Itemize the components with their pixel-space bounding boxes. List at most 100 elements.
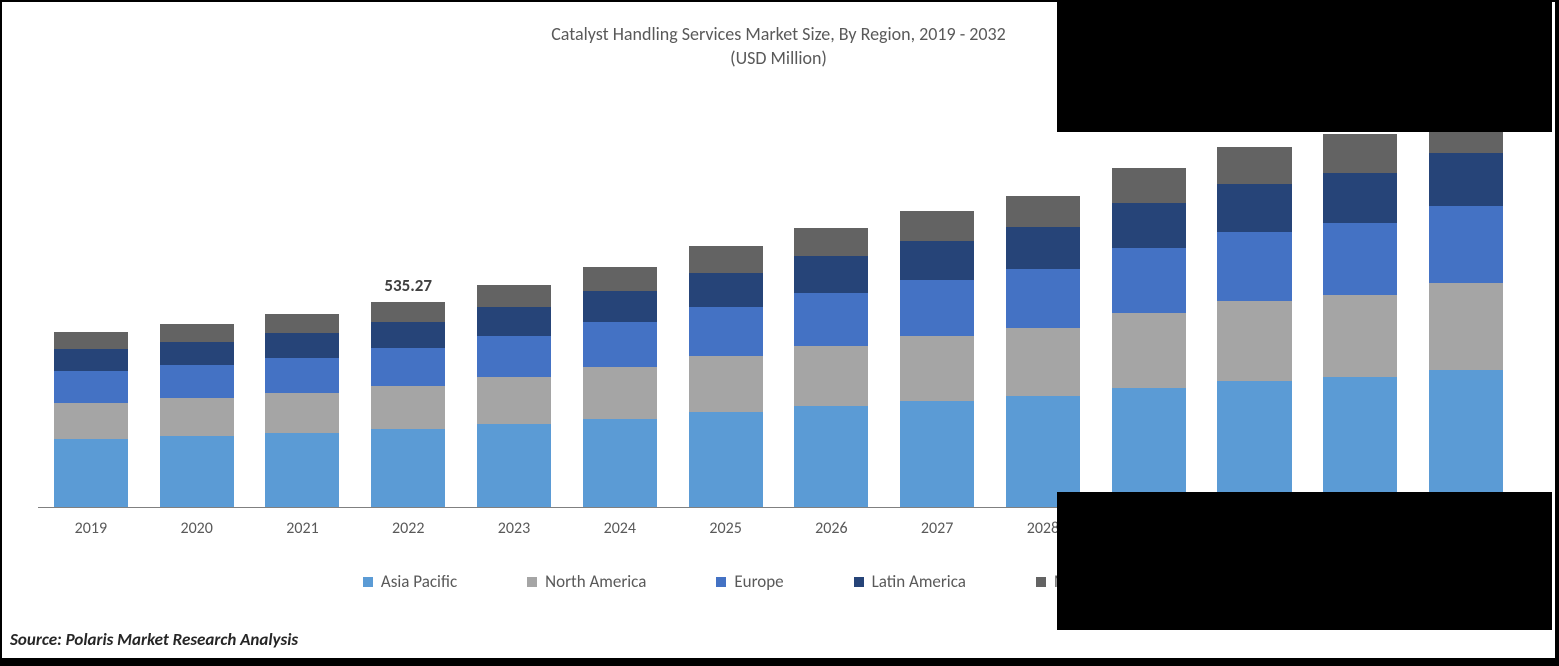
bars-container: 535.27 [38, 86, 1519, 507]
bar-segment [689, 246, 763, 272]
bar-segment [371, 429, 445, 507]
bar-segment [371, 386, 445, 430]
bar-stack [1217, 147, 1291, 507]
bar-stack [900, 211, 974, 507]
bar-segment [265, 314, 339, 333]
bar-segment [1006, 396, 1080, 507]
bar-segment [371, 348, 445, 386]
bar-stack [583, 267, 657, 507]
bar-group [1096, 86, 1202, 507]
legend-swatch [854, 577, 864, 587]
bar-segment [1429, 112, 1503, 153]
bar-segment [265, 393, 339, 434]
bar-segment [54, 349, 128, 371]
legend-swatch [363, 577, 373, 587]
bar-segment [371, 302, 445, 322]
bar-segment [1429, 283, 1503, 370]
bar-stack [1006, 195, 1080, 507]
bar-segment [160, 342, 234, 365]
bar-segment [1006, 269, 1080, 328]
bar-segment [371, 322, 445, 348]
bar-group [778, 86, 884, 507]
x-tick-label: 2022 [355, 519, 461, 538]
bar-segment [689, 356, 763, 412]
bar-stack: 535.27 [371, 301, 445, 507]
bar-segment [1323, 134, 1397, 173]
legend-swatch [527, 577, 537, 587]
bar-stack [1112, 168, 1186, 507]
bar-segment [794, 293, 868, 346]
legend-swatch [1036, 577, 1046, 587]
bar-segment [794, 256, 868, 293]
legend-label: North America [545, 571, 646, 592]
legend-item: Asia Pacific [363, 571, 457, 592]
bar-segment [477, 377, 551, 424]
x-tick-label: 2029 [1096, 519, 1202, 538]
bar-segment [1429, 370, 1503, 507]
bar-stack [1429, 112, 1503, 507]
bar-segment [1429, 153, 1503, 206]
bar-segment [900, 336, 974, 400]
plot-region: 535.27 [38, 86, 1519, 508]
legend-label: Europe [734, 571, 783, 592]
title-line-1: Catalyst Handling Services Market Size, … [551, 23, 1006, 45]
source-attribution: Source: Polaris Market Research Analysis [10, 629, 298, 650]
x-tick-label: 2025 [673, 519, 779, 538]
bar-segment [160, 398, 234, 436]
bar-segment [900, 211, 974, 241]
bar-segment [689, 273, 763, 307]
x-tick-label: 2020 [144, 519, 250, 538]
x-tick-label: 2032 [1413, 519, 1519, 538]
bar-stack [1323, 134, 1397, 507]
legend-label: Middle East & Africa [1054, 571, 1194, 592]
bar-segment [477, 336, 551, 377]
bar-segment [265, 358, 339, 393]
bar-stack [54, 332, 128, 507]
bar-segment [1112, 203, 1186, 248]
legend-item: North America [527, 571, 646, 592]
bar-segment [1006, 328, 1080, 396]
legend-item: Latin America [854, 571, 966, 592]
bar-segment [1112, 388, 1186, 507]
bar-segment [583, 367, 657, 419]
x-tick-label: 2027 [884, 519, 990, 538]
bar-stack [689, 246, 763, 507]
bar-stack [265, 314, 339, 507]
bar-stack [794, 228, 868, 507]
bar-segment [160, 365, 234, 398]
bar-segment [1006, 227, 1080, 268]
bar-segment [1217, 381, 1291, 507]
bar-segment [477, 285, 551, 307]
bar-segment [689, 412, 763, 507]
legend-label: Asia Pacific [381, 571, 457, 592]
bar-group [144, 86, 250, 507]
bar-segment [900, 241, 974, 280]
title-line-2: (USD Million) [730, 47, 827, 69]
bar-segment [689, 307, 763, 356]
bar-segment [583, 267, 657, 291]
x-tick-label: 2026 [778, 519, 884, 538]
bar-segment [1323, 295, 1397, 377]
bar-segment [265, 433, 339, 507]
bar-segment [54, 371, 128, 402]
legend: Asia Pacific North America Europe Latin Ame… [16, 571, 1541, 592]
bar-segment [54, 332, 128, 349]
x-tick-label: 2031 [1307, 519, 1413, 538]
bar-segment [1323, 173, 1397, 223]
bar-segment [54, 439, 128, 507]
bar-segment [1217, 232, 1291, 301]
bar-group [673, 86, 779, 507]
x-tick-label: 2030 [1202, 519, 1308, 538]
bar-segment [477, 424, 551, 507]
legend-item: Europe [716, 571, 783, 592]
chart-title: Catalyst Handling Services Market Size, … [16, 16, 1541, 71]
bar-segment [1429, 206, 1503, 283]
bar-segment [794, 346, 868, 406]
bar-segment [1323, 377, 1397, 507]
bar-stack [477, 285, 551, 507]
bar-group [38, 86, 144, 507]
bar-stack [160, 324, 234, 507]
x-axis-labels: 2019202020212022202320242025202620272028… [38, 519, 1519, 538]
x-tick-label: 2021 [250, 519, 356, 538]
chart-frame: Catalyst Handling Services Market Size, … [0, 0, 1559, 666]
